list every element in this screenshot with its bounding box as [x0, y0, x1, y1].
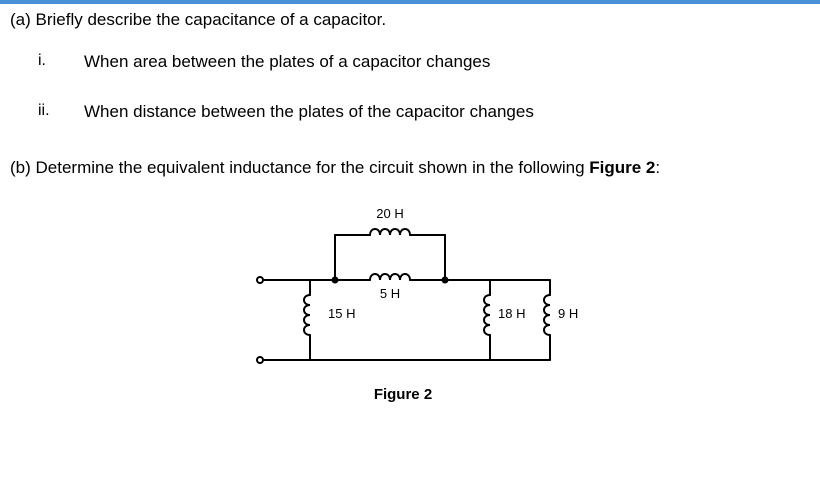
circuit-diagram: 20 H 5 H 15 H 18 H 9 H: [240, 190, 580, 380]
subitem-i: i. When area between the plates of a cap…: [38, 50, 810, 74]
figure-container: 20 H 5 H 15 H 18 H 9 H Figure 2: [10, 190, 810, 403]
subitem-text: When distance between the plates of the …: [84, 100, 534, 124]
part-b-suffix: :: [655, 158, 660, 177]
label-9H: 9 H: [558, 306, 578, 321]
subitem-text: When area between the plates of a capaci…: [84, 50, 490, 74]
part-b-prefix: (b) Determine the equivalent inductance …: [10, 158, 589, 177]
subitem-ii: ii. When distance between the plates of …: [38, 100, 810, 124]
figure-caption: Figure 2: [374, 386, 432, 403]
label-5H: 5 H: [380, 286, 400, 301]
part-b-figure-ref: Figure 2: [589, 158, 655, 177]
part-a-prompt: (a) Briefly describe the capacitance of …: [10, 10, 810, 30]
label-20H: 20 H: [376, 206, 403, 221]
part-b-prompt: (b) Determine the equivalent inductance …: [10, 158, 810, 178]
part-a-subitems: i. When area between the plates of a cap…: [10, 50, 810, 124]
subitem-number: i.: [38, 50, 84, 74]
label-18H: 18 H: [498, 306, 525, 321]
document-content: (a) Briefly describe the capacitance of …: [0, 4, 820, 403]
label-15H: 15 H: [328, 306, 355, 321]
subitem-number: ii.: [38, 100, 84, 124]
